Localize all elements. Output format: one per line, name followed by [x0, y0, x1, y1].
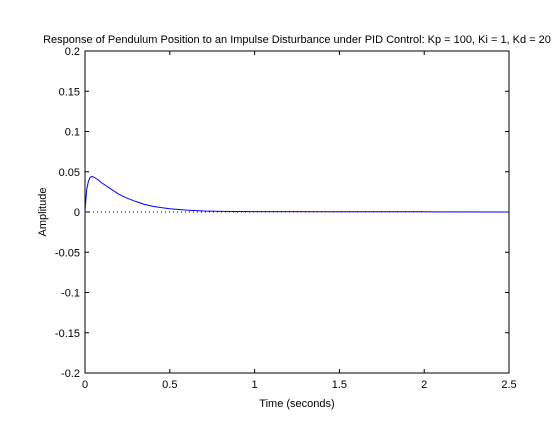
x-tick-label: 1.5 [332, 379, 347, 391]
y-axis-ticks: -0.2 -0.15 -0.1 -0.05 0 0.05 0.1 0.15 0.2 [55, 46, 509, 380]
y-tick-label: -0.2 [61, 368, 80, 380]
y-tick-label: 0.1 [65, 127, 80, 139]
y-tick-label: 0.05 [59, 167, 80, 179]
y-tick-label: 0.15 [59, 86, 80, 98]
y-tick-label: 0 [74, 207, 80, 219]
chart-title: Response of Pendulum Position to an Impu… [43, 34, 551, 46]
y-tick-label: -0.15 [55, 328, 80, 340]
y-tick-label: -0.1 [61, 288, 80, 300]
x-tick-label: 0.5 [162, 379, 177, 391]
y-axis-label: Amplitude [37, 188, 49, 237]
x-tick-label: 2.5 [501, 379, 516, 391]
x-tick-label: 0 [82, 379, 88, 391]
x-axis-label: Time (seconds) [259, 398, 334, 410]
x-tick-label: 2 [421, 379, 427, 391]
x-axis-ticks: 0 0.5 1 1.5 2 2.5 [82, 51, 517, 391]
y-tick-label: -0.05 [55, 247, 80, 259]
response-curve [84, 176, 510, 213]
y-tick-label: 0.2 [65, 46, 80, 58]
x-tick-label: 1 [252, 379, 258, 391]
